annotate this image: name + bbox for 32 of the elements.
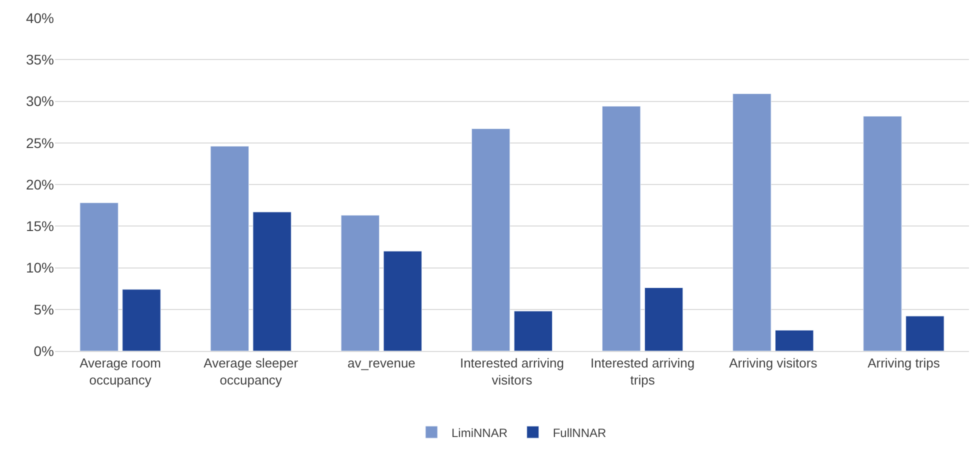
bar: [732, 94, 772, 351]
bar: [383, 250, 422, 351]
legend-label: LimiNNAR: [452, 426, 508, 440]
y-tick-label: 25%: [26, 134, 54, 151]
x-tick-label: Interested arriving trips: [590, 356, 695, 388]
x-tick-label: av_revenue: [347, 356, 416, 371]
y-tick-label: 15%: [26, 218, 54, 234]
legend-label: FullNNAR: [552, 426, 607, 440]
y-tick-label: 20%: [26, 176, 54, 192]
y-tick-label: 5%: [34, 301, 54, 318]
bar: [602, 106, 641, 351]
bar: [252, 212, 292, 351]
bar: [863, 116, 902, 351]
bar: [644, 287, 684, 351]
bar: [906, 316, 944, 351]
y-tick-label: 40%: [26, 10, 54, 26]
x-tick-label: Arriving visitors: [729, 356, 818, 371]
bar: [122, 289, 161, 351]
bar: [775, 330, 814, 351]
bar: [340, 215, 380, 351]
y-tick-label: 30%: [26, 93, 54, 110]
y-tick-label: 35%: [26, 52, 54, 68]
x-tick-label: Interested arriving visitors: [460, 356, 564, 388]
bar: [210, 146, 249, 351]
y-tick-label: 10%: [26, 260, 54, 276]
bar: [514, 310, 553, 351]
y-tick-label: 0%: [34, 342, 54, 359]
bar: [80, 202, 118, 351]
x-tick-label: Average room occupancy: [80, 356, 161, 388]
x-tick-label: Average sleeper occupancy: [204, 356, 299, 388]
x-tick-label: Arriving trips: [868, 356, 940, 371]
bar: [471, 128, 510, 351]
